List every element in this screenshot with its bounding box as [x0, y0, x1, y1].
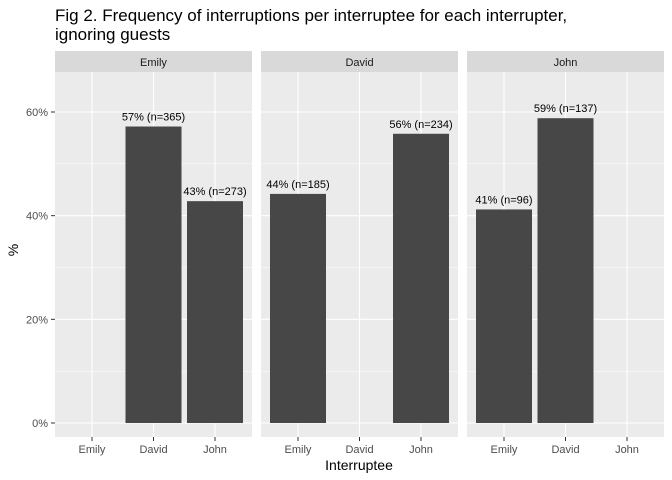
bar-john-emily — [476, 209, 532, 423]
x-tick-label: John — [615, 444, 639, 456]
bar-data-label: 59% (n=137) — [534, 103, 597, 115]
x-tick-label: Emily — [491, 444, 518, 456]
y-tick-label: 40% — [26, 211, 48, 223]
plot-area: 0% 20% 40% 60% Emily Emily 57% (n=365) David 43%… — [26, 51, 664, 456]
bar-data-label: 57% (n=365) — [122, 112, 185, 124]
facet-panel-david: David 44% (n=185) Emily David 56% (n=234) Joh… — [261, 51, 458, 456]
bar-david-john — [393, 133, 449, 423]
y-axis-title: % — [5, 244, 21, 256]
bar-data-label: 41% (n=96) — [475, 194, 532, 206]
bar-data-label: 56% (n=234) — [389, 119, 452, 131]
facet-strip — [261, 51, 458, 72]
facet-strip-label: Emily — [140, 57, 167, 69]
y-tick-label: 60% — [26, 107, 48, 119]
y-tick-label: 0% — [32, 418, 48, 430]
chart-title-line-1: Fig 2. Frequency of interruptions per in… — [55, 6, 567, 25]
x-axis-title: Interruptee — [325, 457, 393, 473]
x-tick-label: Emily — [79, 444, 106, 456]
x-tick-label: Emily — [285, 444, 312, 456]
facet-panel-emily: Emily Emily 57% (n=365) David 43% (n=273) Joh… — [55, 51, 252, 456]
x-tick-label: John — [409, 444, 433, 456]
chart-title-line-2: ignoring guests — [55, 25, 170, 44]
facet-strip — [467, 51, 664, 72]
bar-john-david — [537, 118, 594, 423]
facet-panel-john: John 41% (n=96) Emily 59% (n=137) David John — [467, 51, 664, 456]
bar-emily-john — [187, 201, 243, 423]
bar-data-label: 44% (n=185) — [266, 179, 329, 191]
x-tick-label: John — [203, 444, 227, 456]
facet-strip — [55, 51, 252, 72]
bar-david-emily — [270, 193, 326, 423]
facet-strip-label: David — [345, 57, 373, 69]
y-tick-label: 20% — [26, 314, 48, 326]
x-tick-label: David — [345, 444, 373, 456]
bar-data-label: 43% (n=273) — [183, 186, 246, 198]
x-tick-label: David — [551, 444, 579, 456]
facet-strip-label: John — [554, 57, 578, 69]
bar-emily-david — [125, 126, 182, 423]
x-tick-label: David — [139, 444, 167, 456]
